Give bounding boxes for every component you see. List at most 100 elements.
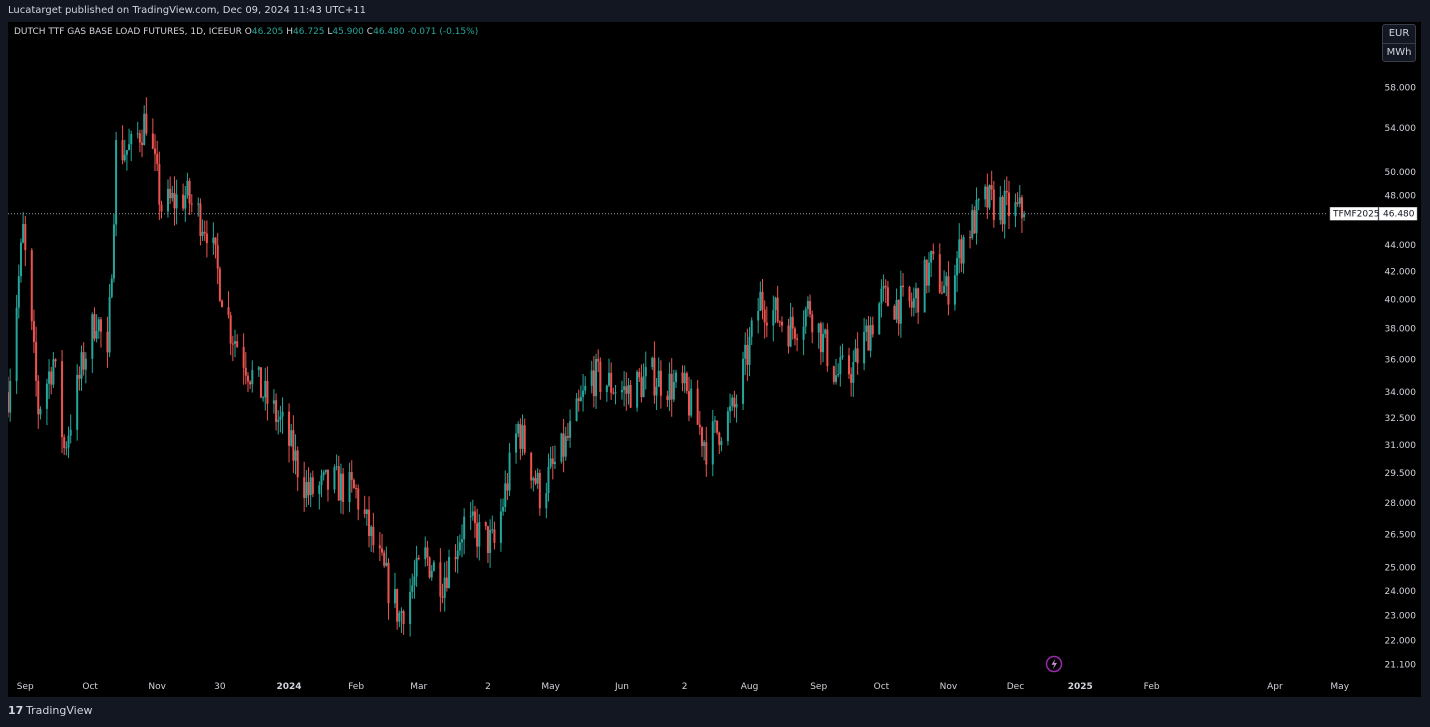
candle-body bbox=[246, 375, 249, 382]
candle-body bbox=[553, 461, 556, 465]
price-tag-value: 46.480 bbox=[1383, 210, 1415, 220]
candle-body bbox=[698, 424, 701, 428]
open-label: O bbox=[244, 27, 252, 37]
candle-body bbox=[575, 398, 578, 422]
candle-body bbox=[52, 359, 55, 385]
candle-body bbox=[655, 386, 658, 396]
candle-body bbox=[811, 314, 814, 333]
candle-body bbox=[249, 381, 252, 385]
x-tick-label: 2 bbox=[682, 682, 688, 692]
candle-body bbox=[363, 509, 366, 514]
candle-body bbox=[893, 306, 896, 320]
candle-body bbox=[956, 258, 959, 276]
candle-body bbox=[445, 577, 448, 589]
candle-body bbox=[930, 251, 933, 263]
candle-body bbox=[63, 437, 66, 449]
candle-body bbox=[610, 372, 613, 393]
y-tick-label: 40.000 bbox=[1385, 295, 1417, 305]
candle-body bbox=[432, 562, 435, 571]
candle-body bbox=[713, 420, 716, 422]
unit-label: MWh bbox=[1386, 47, 1412, 58]
y-tick-label: 32.500 bbox=[1385, 414, 1417, 424]
candle-body bbox=[201, 231, 204, 237]
footer-bar: 17 TradingView bbox=[0, 697, 1430, 727]
candle-body bbox=[884, 285, 887, 288]
candle-body bbox=[426, 547, 429, 558]
candle-body bbox=[17, 276, 20, 308]
candle-body bbox=[30, 250, 33, 322]
candle-body bbox=[262, 397, 265, 399]
candle-body bbox=[720, 441, 723, 446]
candle-body bbox=[538, 472, 541, 509]
candle-body bbox=[973, 210, 976, 234]
candle-body bbox=[796, 338, 799, 340]
candle-body bbox=[549, 458, 552, 467]
y-tick-label: 50.000 bbox=[1385, 168, 1417, 178]
candle-body bbox=[309, 477, 312, 496]
candle-body bbox=[199, 203, 202, 237]
candle-body bbox=[856, 348, 859, 364]
candle-body bbox=[986, 186, 989, 208]
candle-body bbox=[672, 381, 675, 400]
x-tick-label: Oct bbox=[82, 682, 98, 692]
candle-body bbox=[802, 326, 805, 340]
candle-body bbox=[231, 343, 234, 345]
candle-body bbox=[547, 466, 550, 494]
candle-body bbox=[778, 321, 781, 323]
x-tick-label: Aug bbox=[741, 682, 759, 692]
candle-body bbox=[32, 321, 35, 343]
tradingview-brand[interactable]: TradingView bbox=[26, 704, 93, 717]
x-tick-label: Feb bbox=[1144, 682, 1160, 692]
x-tick-label: Oct bbox=[874, 682, 890, 692]
chart-panel[interactable]: 58.000 54.000 50.000 48.000 44.000 42.000 40.0… bbox=[8, 22, 1421, 697]
candle-body bbox=[560, 433, 563, 462]
x-tick-label: Sep bbox=[17, 682, 34, 692]
candle-body bbox=[22, 223, 25, 243]
candle-body bbox=[566, 436, 569, 438]
candle-body bbox=[612, 392, 615, 394]
candle-body bbox=[910, 301, 913, 308]
candle-body bbox=[125, 150, 128, 155]
price-chart[interactable]: 58.000 54.000 50.000 48.000 44.000 42.000 40.0… bbox=[8, 22, 1421, 697]
candle-body bbox=[242, 346, 245, 368]
candle-body bbox=[947, 276, 950, 305]
candle-body bbox=[625, 386, 628, 394]
candle-body bbox=[458, 542, 461, 551]
candle-body bbox=[711, 421, 714, 465]
candle-body bbox=[657, 370, 660, 387]
candle-body bbox=[229, 315, 232, 344]
candle-body bbox=[236, 341, 239, 347]
x-tick-label: Apr bbox=[1267, 682, 1283, 692]
low-label: L bbox=[327, 27, 333, 37]
candle-body bbox=[748, 336, 751, 365]
candle-body bbox=[824, 329, 827, 334]
low-value: 45.900 bbox=[332, 27, 364, 37]
candle-body bbox=[726, 411, 729, 442]
ticker-tag-label: TFMF2025 bbox=[1332, 210, 1380, 220]
y-tick-label: 29.500 bbox=[1385, 469, 1417, 479]
candle-body bbox=[296, 450, 299, 478]
candle-body bbox=[8, 392, 9, 413]
tradingview-logo[interactable]: 17 bbox=[8, 704, 24, 717]
lightning-icon[interactable] bbox=[1045, 655, 1063, 673]
y-tick-label: 58.000 bbox=[1385, 83, 1417, 93]
candle-body bbox=[82, 352, 85, 370]
candle-body bbox=[461, 539, 463, 543]
candle-body bbox=[182, 194, 185, 209]
unit-divider bbox=[1383, 43, 1415, 44]
symbol-title[interactable]: DUTCH TTF GAS BASE LOAD FUTURES, 1D, ICE… bbox=[14, 27, 242, 37]
candle-body bbox=[644, 366, 647, 377]
currency-unit-button[interactable]: EUR MWh bbox=[1382, 24, 1416, 62]
candle-body bbox=[688, 391, 690, 416]
candle-body bbox=[348, 472, 351, 503]
candle-body bbox=[476, 523, 479, 547]
candle-body bbox=[218, 268, 221, 301]
candle-body bbox=[793, 328, 796, 339]
candle-body bbox=[342, 473, 345, 503]
candle-body bbox=[91, 314, 94, 359]
candle-body bbox=[322, 472, 325, 476]
candle-body bbox=[915, 288, 917, 299]
candle-body bbox=[266, 380, 269, 404]
candle-body bbox=[292, 430, 295, 461]
price-tag-bg bbox=[1378, 206, 1418, 221]
